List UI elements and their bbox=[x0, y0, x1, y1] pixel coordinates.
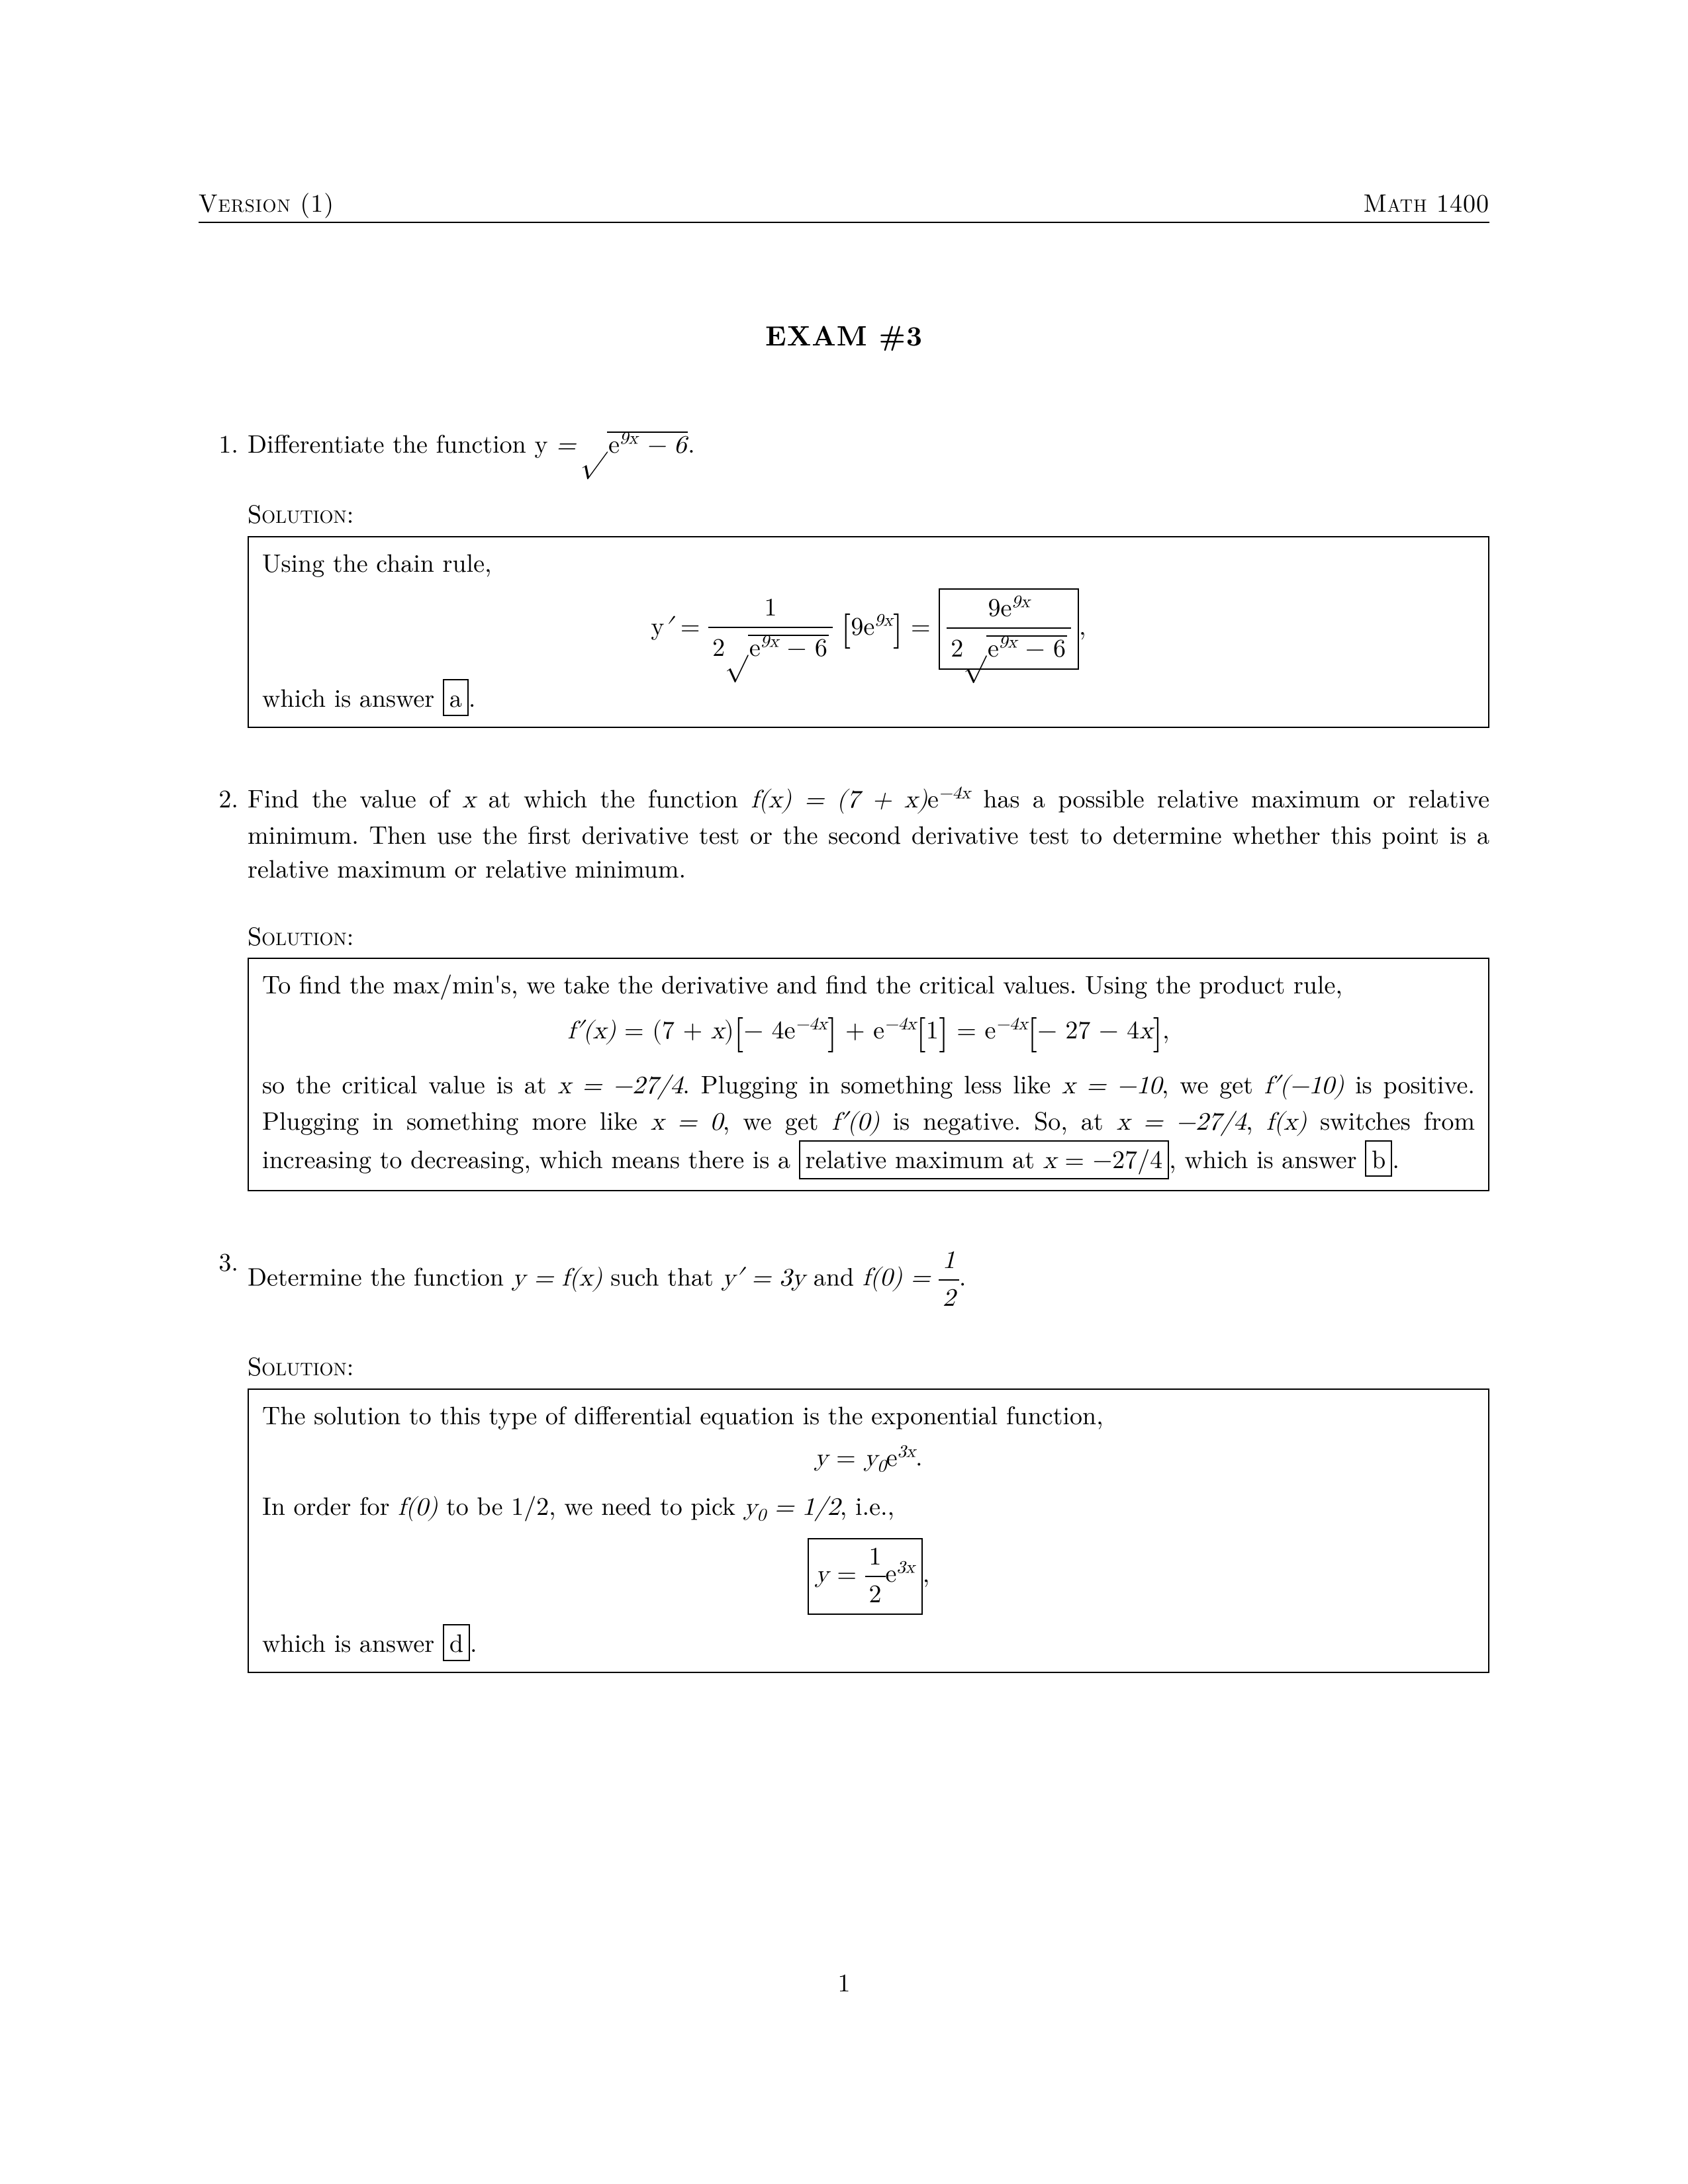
sol2-pj: . bbox=[1392, 1140, 1399, 1176]
answer-letter-1: a bbox=[443, 679, 469, 715]
sol1-equation: y′ = 12e9x − 6 [9e9x] = 9e9x2e9x − 6 , bbox=[262, 588, 1475, 670]
sol2-boxed: relative maximum at x = −27/4 bbox=[799, 1140, 1169, 1179]
sol3-md: , i.e., bbox=[840, 1487, 894, 1523]
header-left: Version (1) bbox=[199, 185, 334, 219]
sol2-pb: . Plugging in something less like bbox=[682, 1066, 1062, 1101]
q1-math: y = e9x − 6 bbox=[534, 433, 688, 458]
q2-math: f(x) = (7 + x)e−4x bbox=[751, 788, 970, 813]
sol1-closing-a: which is answer bbox=[262, 679, 443, 715]
sol3-half: 1/2 bbox=[511, 1487, 549, 1523]
sol3-ma: In order for bbox=[262, 1487, 398, 1523]
q2-var: x bbox=[462, 788, 475, 813]
solution-box-2: To find the max/min's, we take the deriv… bbox=[248, 958, 1489, 1191]
sol2-pa: so the critical value is at bbox=[262, 1066, 558, 1101]
header-right: Math 1400 bbox=[1364, 185, 1489, 219]
problem-3: 3. Determine the function y = f(x) such … bbox=[199, 1244, 1489, 1316]
exam-title: EXAM #3 bbox=[199, 316, 1489, 353]
sol2-fp0: f′(0) bbox=[832, 1110, 880, 1135]
sol3-y0: y0 = 1/2 bbox=[744, 1495, 840, 1520]
problem-body: Determine the function y = f(x) such tha… bbox=[248, 1244, 1489, 1316]
answer-letter-3: d bbox=[443, 1624, 470, 1661]
sol2-pi: , which is answer bbox=[1169, 1140, 1365, 1176]
sol2-plug1: x = −10 bbox=[1062, 1073, 1162, 1099]
sol2-equation: f′(x) = (7 + x)[− 4e−4x] + e−4x[1] = e−4… bbox=[262, 1010, 1475, 1058]
sol2-pf: is negative. So, at bbox=[880, 1102, 1117, 1138]
problem-2: 2. Find the value of x at which the func… bbox=[199, 781, 1489, 886]
problem-number: 3. bbox=[199, 1244, 248, 1316]
problem-number: 2. bbox=[199, 781, 248, 886]
sol2-fx: f(x) bbox=[1266, 1110, 1307, 1135]
q3-m1: y = f(x) bbox=[512, 1265, 602, 1291]
q2-a: Find the value of bbox=[248, 780, 462, 815]
solution-box-1: Using the chain rule, y′ = 12e9x − 6 [9e… bbox=[248, 536, 1489, 728]
solution-label-2: Solution: bbox=[248, 919, 1489, 952]
sol1-boxed-answer: 9e9x2e9x − 6 bbox=[939, 588, 1079, 670]
sol2-plug2: x = 0 bbox=[651, 1110, 723, 1135]
problem-number: 1. bbox=[199, 426, 248, 463]
page-number: 1 bbox=[0, 1965, 1688, 1999]
sol3-mb: to be bbox=[438, 1487, 511, 1523]
q1-text-b: . bbox=[688, 425, 695, 461]
sol2-intro: To find the max/min's, we take the deriv… bbox=[262, 966, 1342, 1001]
sol2-pg: , bbox=[1246, 1102, 1266, 1138]
q3-m3: f(0) = 12 bbox=[863, 1265, 959, 1291]
q3-m2: y′ = 3y bbox=[722, 1265, 805, 1291]
q2-b: at which the function bbox=[475, 780, 751, 815]
sol2-crit: x = −27/4 bbox=[558, 1073, 683, 1099]
sol3-eq1: y = y0e3x. bbox=[262, 1441, 1475, 1479]
sol1-closing-b: . bbox=[469, 679, 476, 715]
q1-text-a: Differentiate the function bbox=[248, 425, 534, 461]
solution-box-3: The solution to this type of differentia… bbox=[248, 1388, 1489, 1673]
sol3-closing-b: . bbox=[470, 1624, 477, 1660]
q3-a: Determine the function bbox=[248, 1257, 512, 1293]
solution-label-3: Solution: bbox=[248, 1349, 1489, 1383]
problem-body: Differentiate the function y = e9x − 6. bbox=[248, 426, 1489, 463]
sol2-pe: , we get bbox=[723, 1102, 832, 1138]
sol3-boxed-answer: y = 12e3x bbox=[808, 1538, 923, 1615]
page-header: Version (1) Math 1400 bbox=[199, 185, 1489, 223]
sol2-fp1: f′(−10) bbox=[1264, 1073, 1344, 1099]
page: Version (1) Math 1400 EXAM #3 1. Differe… bbox=[0, 0, 1688, 2184]
answer-letter-2: b bbox=[1365, 1140, 1392, 1177]
sol2-pc: , we get bbox=[1162, 1066, 1264, 1101]
sol3-eq2: y = 12e3x , bbox=[262, 1538, 1475, 1615]
sol3-mc: , we need to pick bbox=[549, 1487, 743, 1523]
problem-1: 1. Differentiate the function y = e9x − … bbox=[199, 426, 1489, 463]
problem-body: Find the value of x at which the functio… bbox=[248, 781, 1489, 886]
sol3-intro: The solution to this type of differentia… bbox=[262, 1396, 1103, 1432]
sol3-f0: f(0) bbox=[398, 1495, 438, 1520]
sol2-atval: x = −27/4 bbox=[1117, 1110, 1246, 1135]
sol3-closing-a: which is answer bbox=[262, 1624, 443, 1660]
q3-d: . bbox=[959, 1257, 966, 1293]
sol1-intro: Using the chain rule, bbox=[262, 544, 492, 580]
solution-label-1: Solution: bbox=[248, 496, 1489, 530]
q3-c: and bbox=[805, 1257, 863, 1293]
q3-b: such that bbox=[602, 1257, 722, 1293]
